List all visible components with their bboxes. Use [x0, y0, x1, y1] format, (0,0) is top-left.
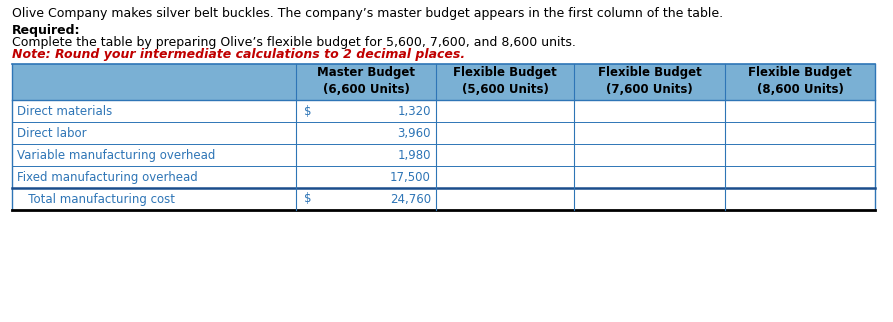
Bar — [12, 64, 875, 100]
Text: Variable manufacturing overhead: Variable manufacturing overhead — [17, 148, 215, 162]
Text: Fixed manufacturing overhead: Fixed manufacturing overhead — [17, 171, 197, 184]
Bar — [12, 166, 875, 188]
Text: 1,980: 1,980 — [397, 148, 431, 162]
Bar — [12, 122, 875, 144]
Bar — [12, 144, 875, 166]
Bar — [12, 188, 875, 210]
Text: 3,960: 3,960 — [397, 127, 431, 139]
Text: $: $ — [304, 193, 312, 205]
Text: 17,500: 17,500 — [390, 171, 431, 184]
Text: Master Budget
(6,600 Units): Master Budget (6,600 Units) — [317, 66, 415, 96]
Text: Complete the table by preparing Olive’s flexible budget for 5,600, 7,600, and 8,: Complete the table by preparing Olive’s … — [12, 36, 576, 49]
Text: 24,760: 24,760 — [390, 193, 431, 205]
Text: Required:: Required: — [12, 24, 80, 37]
Text: Flexible Budget
(5,600 Units): Flexible Budget (5,600 Units) — [453, 66, 557, 96]
Text: 1,320: 1,320 — [397, 105, 431, 118]
Text: Flexible Budget
(8,600 Units): Flexible Budget (8,600 Units) — [748, 66, 852, 96]
Text: Note: Round your intermediate calculations to 2 decimal places.: Note: Round your intermediate calculatio… — [12, 48, 465, 61]
Text: Olive Company makes silver belt buckles. The company’s master budget appears in : Olive Company makes silver belt buckles.… — [12, 7, 723, 20]
Text: Flexible Budget
(7,600 Units): Flexible Budget (7,600 Units) — [597, 66, 701, 96]
Text: Total manufacturing cost: Total manufacturing cost — [17, 193, 175, 205]
Bar — [12, 100, 875, 122]
Text: $: $ — [304, 105, 312, 118]
Text: Direct materials: Direct materials — [17, 105, 113, 118]
Text: Direct labor: Direct labor — [17, 127, 87, 139]
